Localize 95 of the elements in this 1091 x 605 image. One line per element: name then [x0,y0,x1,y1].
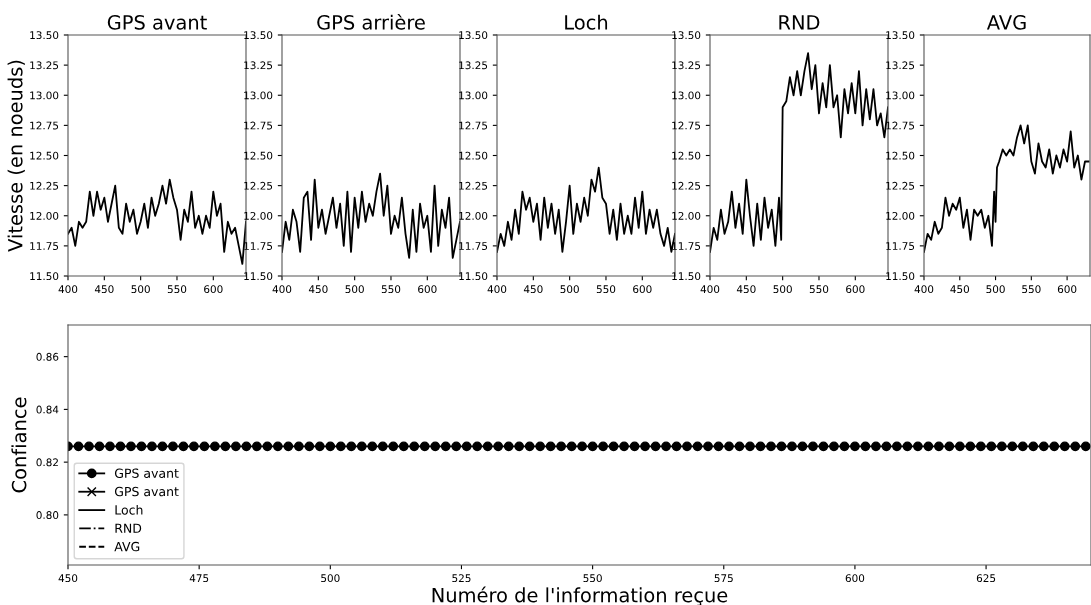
y-tick-label: 12.00 [886,211,915,220]
legend-label: GPS avant [114,468,179,478]
y-tick-label: 13.50 [30,31,59,40]
y-tick-label: 13.00 [886,91,915,100]
chart-title: Loch [565,14,608,30]
x-axis-title: Numéro de l'information reçue [432,586,728,605]
y-tick-label: 11.75 [30,242,59,250]
y-tick-label: 12.50 [672,151,701,160]
x-tick-label: 475 [189,574,209,583]
x-tick-label: 600 [1057,285,1077,294]
x-tick-label: 550 [583,574,602,583]
y-tick-label: 12.00 [244,211,273,220]
x-tick-label: 575 [714,574,733,583]
x-tick-label: 450 [308,285,328,294]
x-tick-label: 550 [167,285,187,294]
y-tick-label: 0.86 [36,352,59,361]
x-tick-label: 400 [58,285,78,294]
y-tick-label: 12.75 [672,121,701,130]
y-tick-label: 12.75 [459,121,488,130]
y-tick-label: 0.82 [36,458,58,467]
y-axis-title: Vitesse (en noeuds) [7,60,25,252]
y-tick-label: 13.00 [244,91,273,100]
x-tick-label: 600 [633,285,652,294]
y-tick-label: 13.25 [30,61,59,70]
y-tick-label: 12.50 [30,151,59,160]
y-tick-label: 0.80 [36,511,59,519]
y-tick-label: 12.25 [30,181,59,190]
y-tick-label: 13.25 [459,61,488,70]
y-tick-label: 0.84 [36,405,59,414]
x-tick-label: 550 [381,285,401,294]
x-tick-label: 500 [321,574,340,583]
y-tick-label: 12.75 [244,121,273,130]
x-tick-label: 625 [976,574,996,583]
y-tick-label: 12.00 [30,211,59,220]
y-tick-label: 13.50 [244,31,273,40]
y-tick-label: 11.50 [30,272,59,281]
y-tick-label: 11.50 [244,272,273,281]
y-tick-label: 13.25 [244,61,273,70]
y-tick-label: 13.00 [30,91,59,100]
x-tick-label: 500 [560,285,579,294]
x-tick-label: 550 [809,285,829,294]
x-tick-label: 450 [950,285,970,294]
x-tick-label: 600 [845,574,865,583]
y-tick-label: 13.00 [672,91,701,100]
x-tick-label: 450 [523,285,543,294]
y-tick-label: 11.50 [672,272,701,281]
chart-title: AVG [986,15,1026,30]
legend-label: AVG [114,541,140,552]
x-tick-label: 600 [418,285,437,294]
x-tick-label: 450 [58,574,78,583]
y-tick-label: 12.00 [672,211,701,220]
legend-label: GPS avant [114,486,179,497]
x-tick-label: 525 [452,574,471,583]
line-series [282,172,460,259]
x-tick-label: 600 [204,285,223,294]
y-tick-label: 12.75 [886,121,915,130]
line-series [68,178,246,265]
y-tick-label: 12.50 [244,151,273,160]
x-tick-label: 550 [596,285,616,294]
y-tick-label: 13.50 [886,31,915,40]
x-tick-label: 550 [1022,285,1041,294]
chart-title: GPS arrière [317,13,425,30]
y-tick-label: 11.75 [459,242,488,250]
x-tick-label: 600 [846,285,865,294]
y-tick-label: 12.25 [886,181,915,190]
chart-title: GPS avant [107,15,207,30]
x-tick-label: 400 [272,285,292,294]
y-axis-title: Confiance [11,397,27,493]
y-tick-label: 13.50 [459,31,488,40]
y-tick-label: 12.00 [459,211,488,220]
y-tick-label: 12.75 [30,121,59,130]
x-tick-label: 500 [773,285,792,294]
y-tick-label: 12.25 [672,181,701,190]
x-tick-label: 500 [345,285,364,294]
x-tick-label: 400 [914,285,934,294]
y-tick-label: 12.25 [244,181,273,190]
y-tick-label: 12.50 [886,151,915,160]
y-tick-label: 11.75 [886,242,915,250]
legend-label: Loch [115,504,143,515]
y-tick-label: 13.25 [886,61,915,70]
y-tick-label: 13.50 [672,31,701,40]
x-tick-label: 400 [700,285,720,294]
x-tick-label: 400 [487,285,507,294]
y-tick-label: 12.50 [459,151,488,160]
legend-label: RND [115,523,142,533]
x-tick-label: 500 [131,285,150,294]
y-tick-label: 13.25 [672,61,701,70]
y-tick-label: 13.00 [459,91,488,100]
y-tick-label: 12.25 [459,181,488,190]
x-tick-label: 500 [986,285,1005,294]
chart-title: RND [779,15,820,30]
x-tick-label: 450 [94,285,114,294]
y-tick-label: 11.50 [459,272,488,281]
x-tick-label: 450 [736,285,756,294]
y-tick-label: 11.50 [886,272,915,281]
